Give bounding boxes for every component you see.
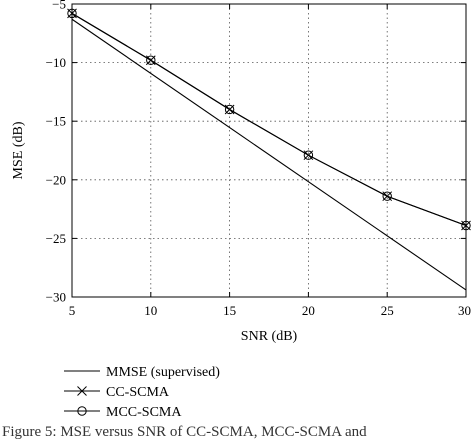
- x-tick-label: 25: [381, 303, 394, 318]
- cc-scma-line: [71, 12, 467, 227]
- plot-area-frame: [71, 3, 467, 298]
- legend: MMSE (supervised) CC-SCMA MCC-SCMA: [64, 365, 220, 420]
- mcc-scma-point: [146, 55, 156, 65]
- mse-vs-snr-chart: 5 10 15 20 25 30 −5 −10 −15 −20 −25 −30 SNR (dB) MS…: [11, 0, 471, 420]
- y-tick-label: −30: [46, 290, 66, 305]
- legend-marker-cc-scma: [77, 386, 87, 396]
- x-tick-label: 20: [302, 303, 315, 318]
- x-tick-label: 10: [144, 303, 157, 318]
- mcc-scma-line: [71, 12, 467, 227]
- mcc-scma-point: [382, 191, 392, 201]
- x-tick-label: 30: [458, 303, 471, 318]
- y-axis-label: MSE (dB): [11, 121, 26, 179]
- x-tick-label: 5: [69, 303, 76, 318]
- mcc-scma-point: [67, 8, 77, 19]
- y-tick-label: −10: [46, 55, 66, 70]
- mcc-scma-point: [461, 220, 471, 231]
- legend-marker-mcc-scma: [77, 406, 87, 416]
- legend-label-cc-scma: CC-SCMA: [106, 385, 170, 400]
- y-tick-label: −15: [46, 114, 66, 129]
- y-tick-label: −20: [46, 172, 66, 187]
- y-tick-label: −25: [46, 231, 66, 246]
- axis-ticks: 5 10 15 20 25 30 −5 −10 −15 −20 −25 −30: [46, 0, 471, 318]
- mcc-scma-point: [303, 150, 314, 160]
- figure-caption: Figure 5: MSE versus SNR of CC-SCMA, MCC…: [2, 424, 367, 440]
- x-tick-label: 15: [223, 303, 236, 318]
- grid-lines: [72, 4, 466, 297]
- legend-label-mmse-supervised: MMSE (supervised): [106, 365, 220, 380]
- x-axis-label: SNR (dB): [241, 329, 298, 344]
- mmse-supervised-line: [71, 18, 467, 291]
- series-layer: [67, 8, 471, 291]
- y-tick-label: −5: [52, 0, 66, 12]
- mcc-scma-point: [224, 104, 235, 115]
- legend-label-mcc-scma: MCC-SCMA: [106, 405, 182, 420]
